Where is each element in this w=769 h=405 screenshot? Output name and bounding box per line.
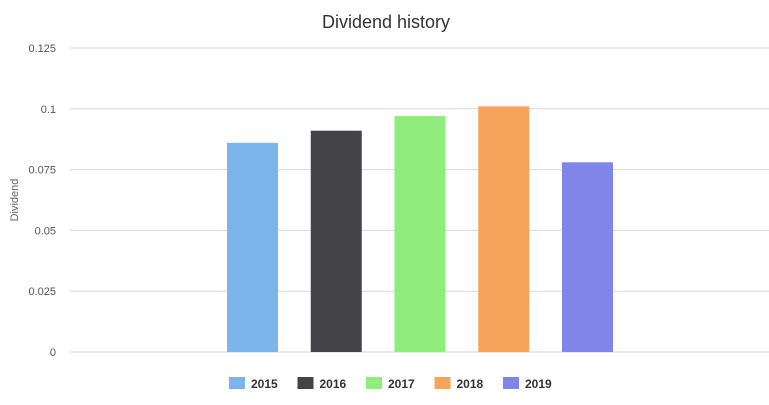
legend-label: 2019 [525, 377, 552, 391]
chart-title: Dividend history [322, 12, 450, 32]
y-tick-label: 0.025 [28, 286, 56, 298]
legend-swatch [366, 377, 382, 389]
y-tick-label: 0.125 [28, 43, 56, 55]
legend-item-2017[interactable]: 2017 [366, 377, 415, 391]
bar-2016[interactable] [310, 130, 362, 352]
legend-swatch [297, 377, 314, 389]
legend-item-2016[interactable]: 2016 [297, 377, 347, 391]
legend: 2015 2016 2017 2018 2019 [229, 377, 552, 391]
legend-label: 2015 [251, 377, 278, 391]
legend-label: 2018 [457, 377, 484, 391]
bar-2019[interactable] [562, 162, 613, 352]
bar-2018[interactable] [478, 106, 530, 352]
bar-2017[interactable] [394, 116, 446, 352]
y-axis-ticks: 0 0.025 0.05 0.075 0.1 0.125 [28, 43, 56, 359]
y-tick-label: 0.1 [41, 104, 56, 116]
bars [227, 106, 613, 352]
legend-item-2015[interactable]: 2015 [229, 377, 278, 391]
y-tick-label: 0.05 [35, 225, 56, 237]
legend-label: 2017 [388, 377, 415, 391]
legend-label: 2016 [320, 377, 347, 391]
legend-swatch [434, 377, 451, 389]
legend-item-2019[interactable]: 2019 [503, 377, 552, 391]
y-tick-label: 0 [50, 347, 56, 359]
y-axis-title: Dividend [9, 179, 21, 222]
y-tick-label: 0.075 [28, 165, 56, 177]
legend-item-2018[interactable]: 2018 [434, 377, 484, 391]
bar-2015[interactable] [227, 142, 278, 352]
legend-swatch [503, 377, 519, 389]
legend-swatch [229, 377, 245, 389]
